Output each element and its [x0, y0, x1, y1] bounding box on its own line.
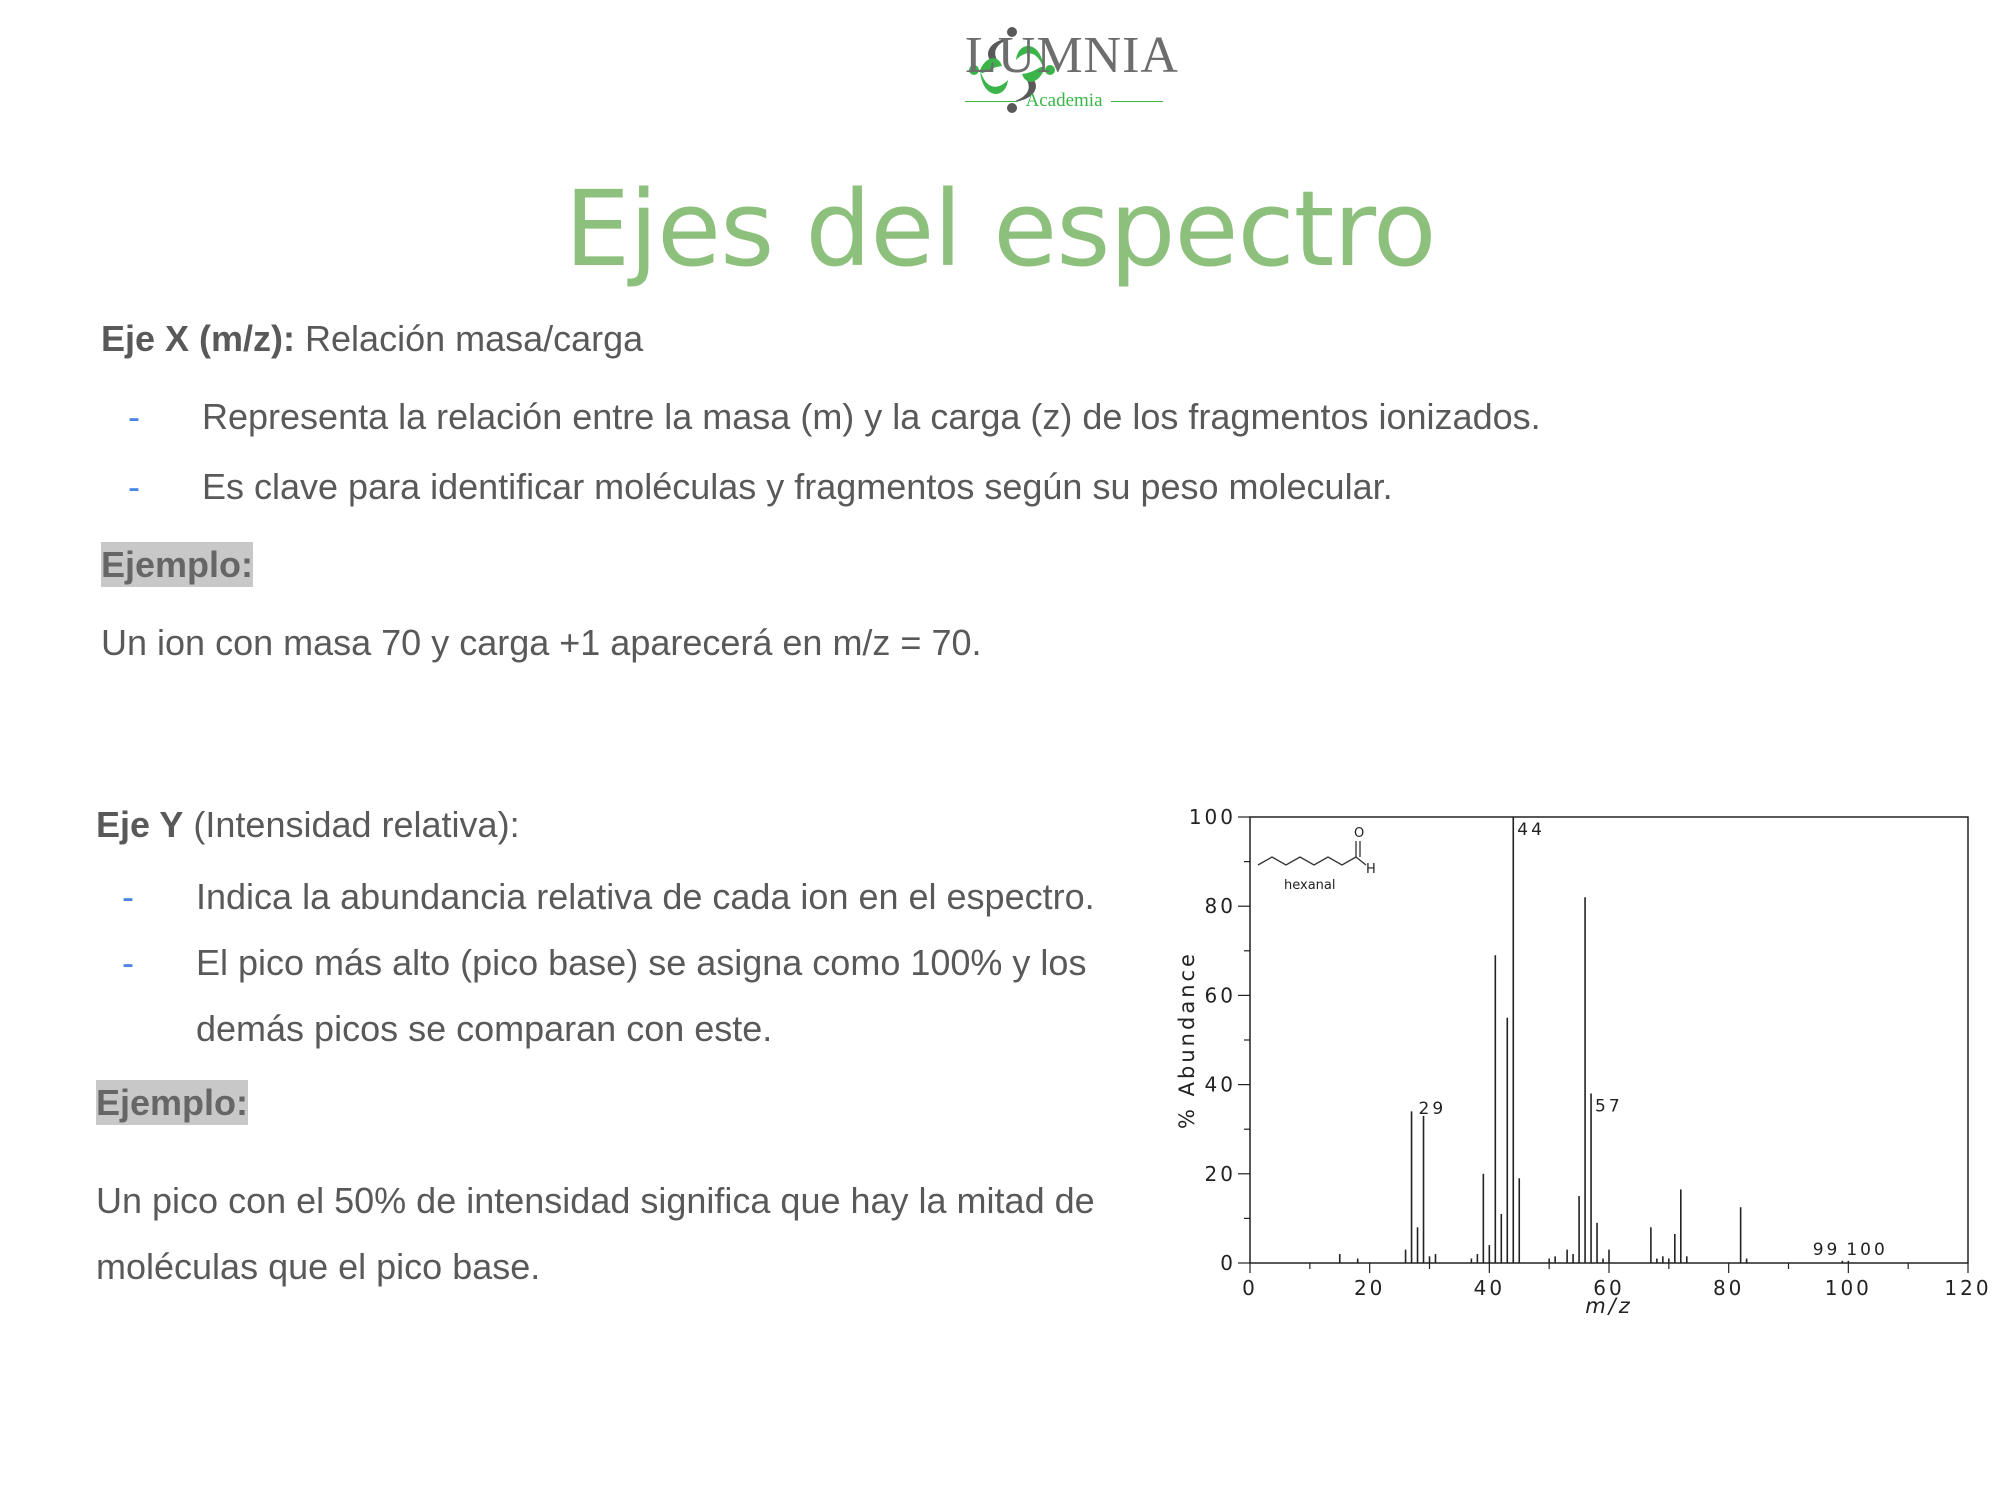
logo-brand-text: LUMNIA [965, 27, 1179, 84]
x-bullet-2: Es clave para identificar moléculas y fr… [202, 466, 1393, 507]
molecule-atom-h: H [1366, 862, 1376, 877]
logo-subtitle: Academia [965, 90, 1164, 112]
x-tick-label: 100 [1825, 1276, 1872, 1300]
y-bullet-2: El pico más alto (pico base) se asigna c… [196, 942, 1087, 983]
x-tick-label: 40 [1474, 1276, 1505, 1300]
bullet-dash: - [122, 876, 134, 917]
x-tick-label: 120 [1944, 1276, 1991, 1300]
molecule-skeleton [1257, 856, 1357, 866]
x-example-text: Un ion con masa 70 y carga +1 aparecerá … [101, 622, 982, 663]
example-highlight: Ejemplo: [101, 542, 254, 587]
lumnia-logo [969, 27, 1055, 113]
y-axis-label: Eje Y [96, 804, 184, 845]
y-tick-label: 40 [1205, 1073, 1236, 1097]
peak-label: 99 [1813, 1240, 1841, 1260]
x-tick-label: 80 [1713, 1276, 1744, 1300]
x-axis-label: Eje X (m/z): [101, 318, 296, 359]
x-tick-label: 60 [1593, 1276, 1624, 1300]
y-tick-label: 20 [1205, 1162, 1236, 1186]
y-tick-label: 80 [1205, 894, 1236, 918]
x-axis-heading: Eje X (m/z): Relación masa/carga [101, 318, 643, 360]
example-highlight: Ejemplo: [96, 1080, 249, 1125]
molecule-atom-o: O [1354, 826, 1364, 841]
y-tick-label: 60 [1205, 983, 1236, 1007]
y-axis-description: (Intensidad relativa): [183, 804, 520, 845]
bullet-dash: - [128, 396, 140, 437]
peak-label: 29 [1419, 1099, 1447, 1119]
y-bullet-2-cont: demás picos se comparan con este. [196, 1008, 773, 1049]
logo-emblem-icon [969, 27, 1055, 113]
bullet-dash: - [128, 466, 140, 507]
x-bullet-1: Representa la relación entre la masa (m)… [202, 396, 1541, 437]
x-tick-label: 0 [1242, 1276, 1258, 1300]
x-axis-description: Relación masa/carga [295, 318, 644, 359]
y-axis-heading: Eje Y (Intensidad relativa): [96, 804, 520, 846]
peak-label: 100 [1846, 1240, 1887, 1260]
plot-frame [1249, 816, 1969, 1264]
y-tick-label: 0 [1220, 1251, 1236, 1275]
logo-divider-left [965, 100, 1018, 102]
molecule-name: hexanal [1284, 878, 1336, 893]
page-title: Ejes del espectro [564, 168, 1436, 290]
peak-label: 44 [1517, 820, 1545, 840]
y-tick-label: 100 [1189, 805, 1236, 829]
x-axis-title: m/z [1585, 1294, 1633, 1318]
x-example-label: Ejemplo: [101, 542, 254, 587]
y-bullet-1: Indica la abundancia relativa de cada io… [196, 876, 1095, 917]
logo-sub-text: Academia [1025, 90, 1103, 111]
y-example-label: Ejemplo: [96, 1080, 249, 1125]
x-tick-label: 20 [1354, 1276, 1385, 1300]
molecule-aldehyde-bond [1355, 856, 1367, 866]
y-example-line-2: moléculas que el pico base. [96, 1246, 541, 1287]
mass-spectrum-chart: 0 20 40 60 80 100 0 20 40 60 80 100 120 m/z % Abundanc… [1175, 805, 1991, 1318]
y-example-line-1: Un pico con el 50% de intensidad signifi… [96, 1180, 1095, 1221]
logo-divider-right [1110, 100, 1164, 102]
peak-label: 57 [1595, 1097, 1623, 1117]
y-axis-title: % Abundance [1175, 951, 1199, 1129]
bullet-dash: - [122, 942, 134, 983]
